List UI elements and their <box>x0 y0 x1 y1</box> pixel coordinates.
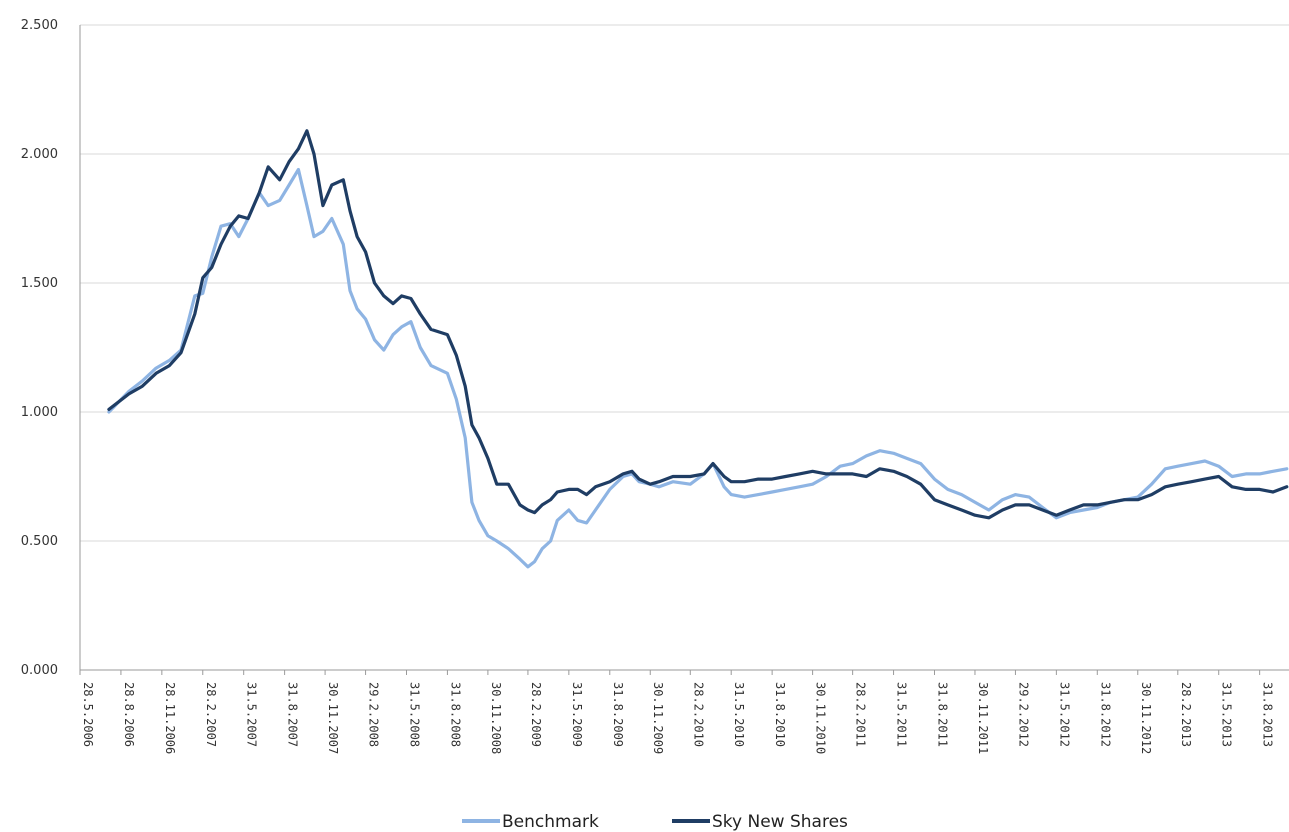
y-tick-label: 1.500 <box>21 276 58 291</box>
x-tick-label: 30.11.2010 <box>814 682 828 754</box>
x-tick-label: 31.5.2010 <box>732 682 746 747</box>
x-tick-label: 31.5.2007 <box>245 682 259 747</box>
x-tick-label: 30.11.2011 <box>976 682 990 754</box>
legend-label: Sky New Shares <box>712 812 848 832</box>
x-tick-label: 31.8.2009 <box>611 682 625 747</box>
legend: Benchmark Sky New Shares <box>462 812 848 832</box>
x-tick-label: 28.2.2009 <box>529 682 543 747</box>
y-tick-label: 2.000 <box>21 147 58 162</box>
x-tick-label: 31.5.2011 <box>895 682 909 747</box>
x-tick-label: 31.8.2013 <box>1261 682 1275 747</box>
y-tick-label: 0.000 <box>21 663 58 678</box>
x-tick-label: 28.5.2006 <box>81 682 95 747</box>
y-tick-label: 0.500 <box>21 534 58 549</box>
legend-label: Benchmark <box>502 812 599 832</box>
x-tick-label: 28.11.2006 <box>163 682 177 754</box>
x-tick-label: 30.11.2012 <box>1139 682 1153 754</box>
x-tick-label: 29.2.2012 <box>1016 682 1030 747</box>
y-tick-label: 2.500 <box>21 18 58 33</box>
series-line-benchmark <box>107 167 1289 569</box>
gridlines <box>80 24 1289 542</box>
x-tick-label: 30.11.2009 <box>651 682 665 754</box>
x-tick-label: 30.11.2007 <box>326 682 340 754</box>
x-axis: 28.5.2006 28.8.2006 28.11.2006 28.2.2007 31.… <box>79 669 1289 754</box>
x-tick-label: 31.5.2013 <box>1220 682 1234 747</box>
x-tick-label: 28.2.2013 <box>1179 682 1193 747</box>
x-tick-label: 28.2.2007 <box>204 682 218 747</box>
series-lines <box>107 129 1289 569</box>
x-tick-label: 31.8.2012 <box>1098 682 1112 747</box>
x-tick-label: 28.2.2010 <box>691 682 705 747</box>
series-line-sky-new-shares <box>107 129 1289 520</box>
x-tick-label: 31.5.2009 <box>570 682 584 747</box>
x-tick-label: 29.2.2008 <box>367 682 381 747</box>
y-tick-label: 1.000 <box>21 405 58 420</box>
x-tick-label: 31.8.2007 <box>286 682 300 747</box>
x-tick-label: 28.8.2006 <box>122 682 136 747</box>
x-tick-label: 31.8.2010 <box>773 682 787 747</box>
x-tick-label: 30.11.2008 <box>489 682 503 754</box>
x-tick-label: 31.5.2012 <box>1057 682 1071 747</box>
y-axis: 0.000 0.500 1.000 1.500 2.000 2.500 <box>21 18 81 678</box>
x-tick-label: 31.8.2008 <box>448 682 462 747</box>
x-tick-label: 31.8.2011 <box>935 682 949 747</box>
x-tick-label: 28.2.2011 <box>854 682 868 747</box>
x-tick-label: 31.5.2008 <box>407 682 421 747</box>
